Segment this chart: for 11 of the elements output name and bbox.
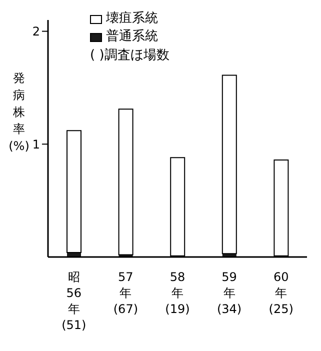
x-tick-label: 60 年 (25) [268,270,294,316]
x-tick-label: 昭 56 年 (51) [62,270,86,332]
y-tick-label: 1 [32,137,40,152]
y-axis-title: 発病株率(%) [8,70,30,155]
annotation: ( )調査ほ場数 [90,47,170,64]
y-tick-label: 2 [32,24,40,39]
legend-label: 普通系統 [106,28,158,46]
x-tick-label: 57 年 (67) [113,270,138,316]
legend-label: 壊疽系統 [106,10,158,28]
x-tick-label: 58 年 (19) [165,270,190,316]
x-tick-label: 59 年 (34) [216,270,242,316]
